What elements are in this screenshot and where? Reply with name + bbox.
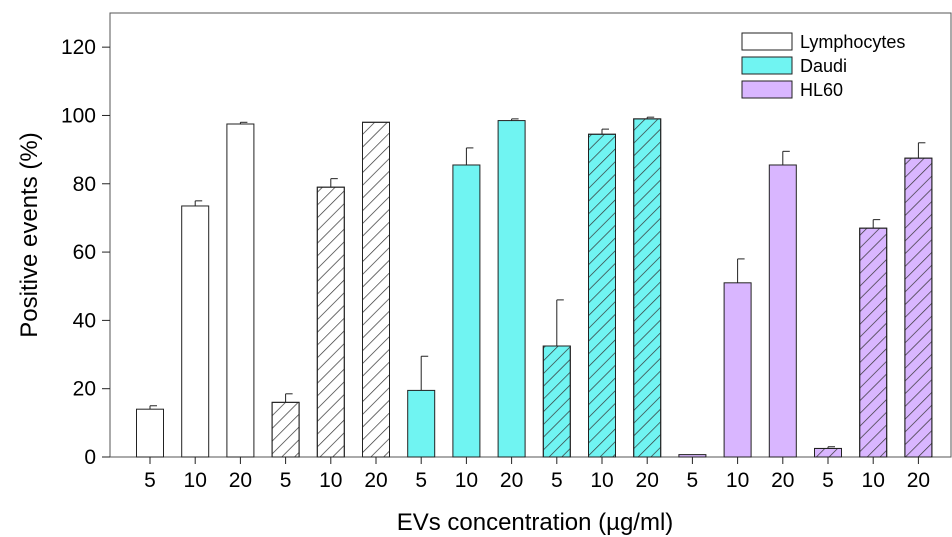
bar-hatch (271, 401, 300, 458)
y-axis-title: Positive events (%) (16, 132, 43, 337)
x-tick-label: 20 (500, 469, 523, 492)
x-tick-label: 20 (364, 469, 387, 492)
axes-layer: 5 10 20 5 10 20 5 10 20 5 10 20 5 10 20 5 10 20 0 20 40 60 80 1… (61, 36, 930, 492)
bars-layer (136, 116, 933, 458)
bar (136, 408, 164, 458)
bar-hatch (316, 186, 345, 458)
bar-hatch (814, 447, 842, 458)
x-tick-label: 10 (590, 469, 613, 492)
bar-hatch (859, 227, 888, 458)
y-tick-label: 60 (73, 241, 96, 264)
x-tick-label: 20 (229, 469, 252, 492)
y-tick-label: 0 (84, 446, 96, 469)
plot-area (109, 12, 952, 458)
bar-hatch (362, 121, 390, 458)
bar-hatch (904, 157, 933, 458)
legend-swatch (741, 32, 793, 51)
legend-label: Lymphocytes (800, 32, 905, 52)
y-tick-label: 80 (73, 173, 96, 196)
x-tick-label: 20 (907, 469, 930, 492)
bar (768, 164, 797, 458)
bar-hatch (588, 133, 616, 458)
y-tick-label: 120 (61, 36, 96, 59)
legend-label: HL60 (800, 80, 843, 100)
x-tick-label: 5 (415, 469, 427, 492)
x-tick-label: 5 (687, 469, 699, 492)
bar (181, 205, 210, 458)
x-tick-label: 5 (144, 469, 156, 492)
legend-label: Daudi (800, 56, 847, 76)
y-tick-label: 40 (73, 309, 96, 332)
bar (497, 120, 526, 458)
x-tick-label: 10 (184, 469, 207, 492)
legend-swatch (741, 56, 793, 75)
bar (407, 389, 436, 458)
bar-hatch (633, 118, 662, 458)
legend-swatch (741, 80, 793, 99)
bar (678, 454, 707, 458)
x-tick-label: 20 (771, 469, 794, 492)
x-tick-label: 10 (319, 469, 342, 492)
x-tick-label: 10 (862, 469, 885, 492)
x-tick-label: 10 (455, 469, 478, 492)
x-tick-label: 5 (280, 469, 292, 492)
y-tick-label: 100 (61, 104, 96, 127)
bar (723, 282, 752, 458)
bar-hatch (542, 345, 571, 458)
x-axis-title: EVs concentration (µg/ml) (397, 509, 674, 536)
bar (452, 164, 481, 458)
legend: Lymphocytes Daudi HL60 (741, 32, 905, 100)
x-tick-label: 5 (551, 469, 563, 492)
bar (226, 123, 255, 458)
x-tick-label: 5 (822, 469, 834, 492)
x-tick-label: 20 (636, 469, 659, 492)
y-tick-label: 20 (73, 378, 96, 401)
x-tick-label: 10 (726, 469, 749, 492)
plot-frame (109, 12, 952, 458)
